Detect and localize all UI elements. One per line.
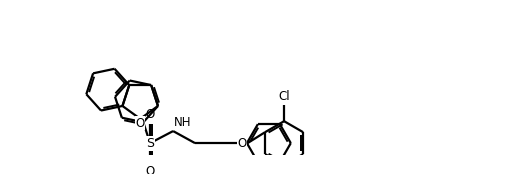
Text: O: O bbox=[145, 108, 155, 121]
Text: Cl: Cl bbox=[278, 90, 290, 103]
Text: S: S bbox=[146, 137, 154, 150]
Text: O: O bbox=[136, 117, 145, 130]
Text: NH: NH bbox=[174, 116, 191, 129]
Text: O: O bbox=[145, 165, 155, 174]
Text: O: O bbox=[237, 137, 247, 150]
